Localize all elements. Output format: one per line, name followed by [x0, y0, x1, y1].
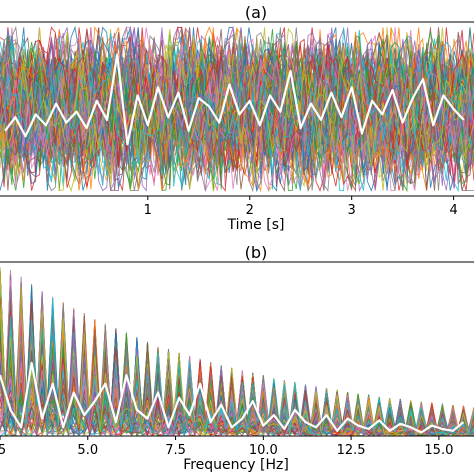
x-tick-label: 5.0 — [77, 443, 98, 458]
trace-150 — [0, 301, 474, 436]
panel-b-title: (b) — [245, 243, 268, 262]
highlight-series — [4, 53, 465, 146]
x-tick-label: .5 — [0, 443, 6, 458]
trace-148 — [0, 32, 474, 182]
x-tick-label: 3 — [348, 203, 356, 218]
highlight-series — [0, 361, 465, 434]
x-tick-label: 10.0 — [249, 443, 278, 458]
trace-149 — [0, 286, 474, 436]
x-tick-label: 2 — [246, 203, 254, 218]
panel-a-xlabel: Time [s] — [227, 217, 285, 233]
panel-a-plot: 1 2 3 4 — [0, 21, 474, 218]
x-tick-label: 1 — [144, 203, 152, 218]
trace-150 — [0, 47, 474, 187]
panel-b-xlabel: Frequency [Hz] — [183, 457, 289, 473]
panel-a-title: (a) — [245, 3, 267, 22]
x-tick-label: 4 — [449, 203, 457, 218]
trace-144 — [0, 37, 474, 187]
x-tick-label: 15.0 — [424, 443, 453, 458]
trace-118 — [0, 48, 474, 191]
panel-b-plot: .5 5.0 7.5 10.0 12.5 15.0 — [0, 261, 474, 458]
x-tick-label: 7.5 — [165, 443, 186, 458]
trace-142 — [0, 27, 474, 191]
x-tick-label: 12.5 — [337, 443, 366, 458]
